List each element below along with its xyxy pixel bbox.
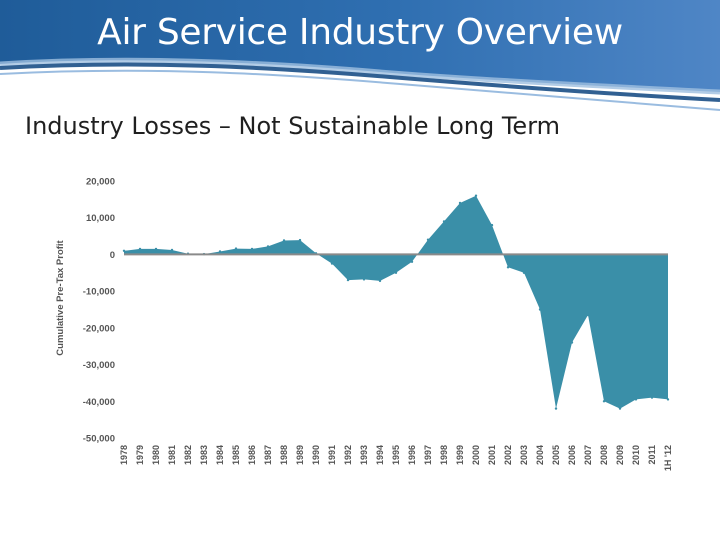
slide-title: Air Service Industry Overview bbox=[97, 12, 623, 53]
x-tick-label: 1999 bbox=[455, 445, 465, 465]
x-tick-label: 2008 bbox=[599, 445, 609, 465]
x-tick-label: 1996 bbox=[407, 445, 417, 465]
x-tick-label: 1989 bbox=[295, 445, 305, 465]
data-point bbox=[282, 239, 286, 242]
data-point bbox=[506, 266, 510, 269]
slide-subtitle: Industry Losses – Not Sustainable Long T… bbox=[25, 112, 561, 140]
data-point bbox=[538, 308, 542, 311]
data-point bbox=[458, 201, 462, 205]
x-axis-ticks: 1978 1979 1980 1981 1982 1983 1984 1985 1986 1987… bbox=[119, 445, 673, 471]
data-point bbox=[330, 262, 334, 265]
data-point bbox=[266, 245, 270, 248]
x-tick-label: 2006 bbox=[567, 445, 577, 465]
x-tick-label: 2002 bbox=[503, 445, 513, 465]
data-point bbox=[138, 247, 142, 251]
plot-area bbox=[122, 194, 670, 410]
data-point bbox=[298, 238, 302, 242]
y-tick-label: 0 bbox=[110, 250, 115, 261]
data-point bbox=[362, 278, 366, 281]
data-point bbox=[218, 250, 222, 253]
data-point bbox=[554, 407, 558, 410]
data-point bbox=[394, 271, 398, 274]
x-tick-label: 2005 bbox=[551, 445, 561, 465]
data-point bbox=[522, 271, 526, 274]
x-tick-label: 1988 bbox=[279, 445, 289, 465]
data-point bbox=[586, 313, 590, 317]
data-point bbox=[426, 238, 430, 241]
data-point bbox=[378, 279, 382, 283]
y-tick-label: 10,000 bbox=[86, 213, 115, 224]
data-point bbox=[650, 396, 654, 399]
x-tick-label: 1979 bbox=[135, 445, 145, 465]
data-point bbox=[154, 247, 158, 251]
y-tick-label: -50,000 bbox=[83, 434, 115, 445]
x-tick-label: 1H '12 bbox=[663, 445, 673, 471]
x-tick-label: 1994 bbox=[375, 445, 385, 465]
x-tick-label: 2009 bbox=[615, 445, 625, 465]
x-tick-label: 2010 bbox=[631, 445, 641, 465]
y-tick-label: -10,000 bbox=[83, 287, 115, 298]
data-point bbox=[250, 247, 254, 251]
x-tick-label: 1993 bbox=[359, 445, 369, 465]
x-tick-label: 1984 bbox=[215, 445, 225, 465]
profit-area bbox=[124, 195, 668, 409]
x-tick-label: 1983 bbox=[199, 445, 209, 465]
x-tick-label: 2007 bbox=[583, 445, 593, 465]
data-point bbox=[474, 194, 478, 197]
data-point bbox=[170, 248, 174, 252]
x-tick-label: 1990 bbox=[311, 445, 321, 465]
x-tick-label: 1986 bbox=[247, 445, 257, 465]
x-tick-label: 2000 bbox=[471, 445, 481, 465]
x-tick-label: 1987 bbox=[263, 445, 273, 465]
y-tick-label: 20,000 bbox=[86, 177, 115, 188]
data-point bbox=[442, 220, 446, 223]
y-axis-ticks: 20,000 10,000 0 -10,000 -20,000 -30,000 -40,00… bbox=[83, 177, 115, 445]
x-tick-label: 1998 bbox=[439, 445, 449, 465]
data-point bbox=[666, 398, 670, 401]
x-tick-label: 2011 bbox=[647, 445, 657, 465]
y-axis-label: Cumulative Pre-Tax Profit bbox=[55, 239, 66, 355]
x-tick-label: 1978 bbox=[119, 445, 129, 465]
x-tick-label: 1981 bbox=[167, 445, 177, 465]
data-point bbox=[634, 398, 638, 401]
y-tick-label: -20,000 bbox=[83, 323, 115, 334]
y-tick-label: -40,000 bbox=[83, 397, 115, 408]
x-tick-label: 2004 bbox=[535, 445, 545, 465]
data-point bbox=[602, 400, 606, 403]
x-tick-label: 1982 bbox=[183, 445, 193, 465]
x-tick-label: 1997 bbox=[423, 445, 433, 465]
x-tick-label: 1992 bbox=[343, 445, 353, 465]
x-tick-label: 1985 bbox=[231, 445, 241, 465]
x-tick-label: 2003 bbox=[519, 445, 529, 465]
x-tick-label: 2001 bbox=[487, 445, 497, 465]
data-point bbox=[346, 278, 350, 282]
x-tick-label: 1991 bbox=[327, 445, 337, 465]
data-point bbox=[234, 247, 238, 250]
data-point bbox=[570, 341, 574, 344]
y-tick-label: -30,000 bbox=[83, 360, 115, 371]
data-point bbox=[490, 223, 494, 227]
title-banner bbox=[0, 0, 720, 111]
data-point bbox=[122, 249, 126, 252]
x-tick-label: 1995 bbox=[391, 445, 401, 465]
x-tick-label: 1980 bbox=[151, 445, 161, 465]
data-point bbox=[618, 407, 622, 410]
data-point bbox=[410, 260, 414, 263]
